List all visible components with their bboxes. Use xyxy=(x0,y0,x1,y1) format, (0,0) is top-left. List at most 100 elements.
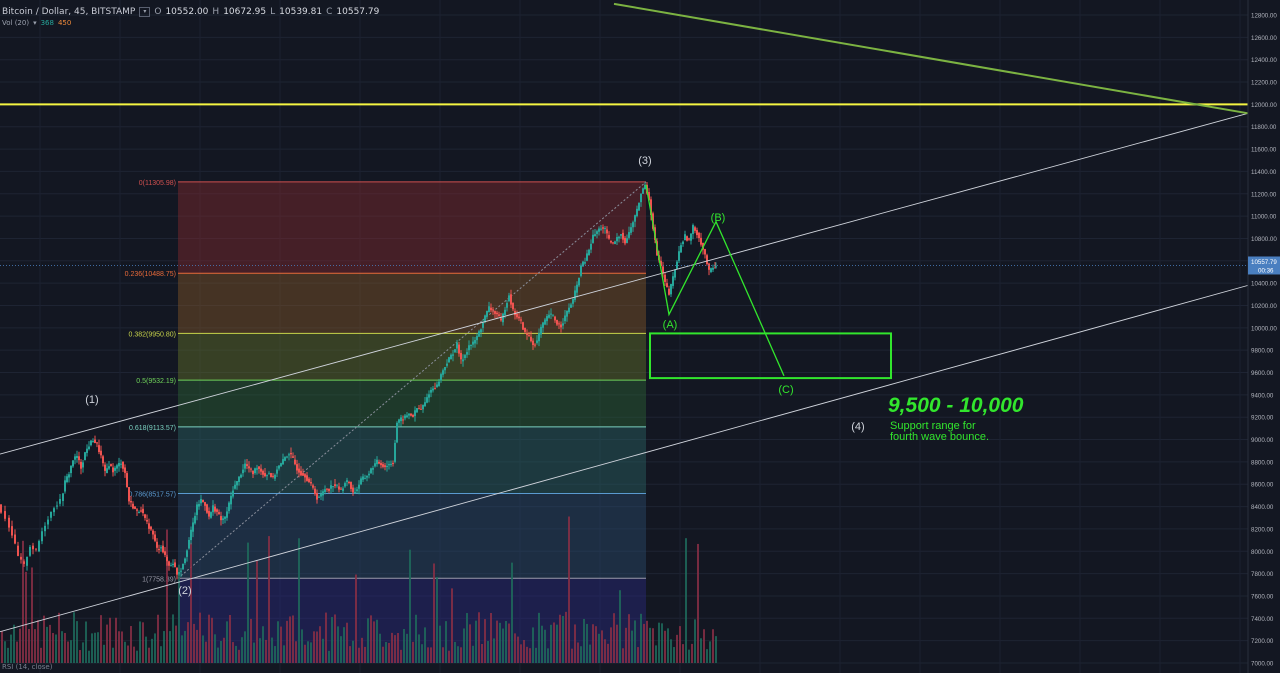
candle-body xyxy=(630,227,632,233)
candle-body xyxy=(598,228,600,232)
settings-icon[interactable]: ▾ xyxy=(139,7,151,17)
candle-body xyxy=(548,314,550,318)
volume-bar xyxy=(313,631,315,663)
candle-body xyxy=(312,485,314,488)
candle-body xyxy=(490,307,492,311)
candle-body xyxy=(108,466,110,469)
price-axis-tick: 8800.00 xyxy=(1251,459,1274,466)
candle-body xyxy=(404,415,406,419)
volume-bar xyxy=(373,621,375,663)
current-price-tag xyxy=(1248,256,1280,275)
volume-bar xyxy=(421,644,423,663)
candle-body xyxy=(448,357,450,363)
volume-bar xyxy=(385,642,387,663)
candle-body xyxy=(558,323,560,325)
candle-body xyxy=(164,551,166,555)
candle-body xyxy=(610,240,612,243)
candle-body xyxy=(252,470,254,475)
candle-body xyxy=(94,439,96,444)
candle-body xyxy=(556,320,558,325)
volume-bar xyxy=(52,632,54,663)
candle-body xyxy=(554,316,556,321)
wave-label-2: (2) xyxy=(178,585,191,597)
candle-body xyxy=(112,467,114,473)
candle-body xyxy=(408,413,410,416)
volume-bar xyxy=(235,645,237,663)
countdown-value: 00:36 xyxy=(1258,267,1274,274)
volume-bar xyxy=(439,625,441,663)
candle-body xyxy=(290,452,292,455)
volume-bar xyxy=(193,623,195,663)
candle-body xyxy=(304,474,306,478)
candle-body xyxy=(182,563,184,570)
price-axis-tick: 8200.00 xyxy=(1251,526,1274,533)
price-axis-tick: 9200.00 xyxy=(1251,415,1274,422)
candle-body xyxy=(664,274,666,282)
volume-settings-icon[interactable]: ▾ xyxy=(33,19,37,27)
candle-body xyxy=(352,487,354,493)
volume-bar xyxy=(346,622,348,663)
candle-body xyxy=(530,336,532,342)
volume-bar xyxy=(97,632,99,663)
candle-body xyxy=(538,333,540,342)
candle-body xyxy=(508,295,510,302)
candle-body xyxy=(584,262,586,264)
volume-bar xyxy=(22,540,24,663)
candle-body xyxy=(608,235,610,239)
candle-body xyxy=(102,456,104,464)
volume-bar xyxy=(205,641,207,663)
candle-body xyxy=(618,236,620,239)
candle-body xyxy=(444,367,446,371)
candle-body xyxy=(106,468,108,474)
volume-bar xyxy=(127,645,129,663)
candle-body xyxy=(196,504,198,515)
candle-body xyxy=(41,531,43,542)
fib-band xyxy=(178,426,646,494)
volume-bar xyxy=(379,633,381,663)
volume-bar xyxy=(481,643,483,663)
candle-body xyxy=(604,227,606,229)
candle-body xyxy=(686,236,688,241)
volume-label[interactable]: Vol (20) xyxy=(2,19,30,27)
volume-bar xyxy=(616,624,618,663)
rsi-label[interactable]: RSI (14, close) xyxy=(2,663,53,671)
volume-bar xyxy=(328,650,330,663)
volume-bar xyxy=(430,647,432,663)
symbol-title[interactable]: Bitcoin / Dollar, 45, BITSTAMP xyxy=(2,7,136,17)
volume-bar xyxy=(220,640,222,663)
candle-body xyxy=(676,261,678,270)
candle-body xyxy=(200,498,202,504)
candle-body xyxy=(704,249,706,255)
candle-body xyxy=(8,517,10,528)
candle-body xyxy=(478,331,480,337)
volume-bar xyxy=(586,623,588,663)
candle-body xyxy=(76,455,78,458)
candle-body xyxy=(456,342,458,349)
volume-bar xyxy=(610,627,612,663)
volume-bar xyxy=(184,630,186,663)
candle-body xyxy=(320,493,322,497)
volume-bar xyxy=(277,621,279,663)
candle-body xyxy=(432,388,434,391)
candle-body xyxy=(206,504,208,513)
candle-body xyxy=(364,478,366,480)
volume-bar xyxy=(286,620,288,663)
candle-body xyxy=(482,322,484,328)
candle-body xyxy=(324,489,326,493)
support-zone-box xyxy=(649,332,892,380)
candle-body xyxy=(138,512,140,514)
candle-body xyxy=(522,322,524,330)
candle-body xyxy=(35,548,37,550)
candle-body xyxy=(244,463,246,469)
volume-bars xyxy=(1,516,717,663)
volume-bar xyxy=(70,640,72,663)
volume-bar xyxy=(649,627,651,663)
candle-body xyxy=(296,464,298,471)
candle-body xyxy=(56,505,58,507)
candle-body xyxy=(464,355,466,358)
volume-bar xyxy=(121,631,123,663)
volume-bar xyxy=(502,628,504,663)
candle-body xyxy=(80,461,82,469)
candle-body xyxy=(208,511,210,517)
